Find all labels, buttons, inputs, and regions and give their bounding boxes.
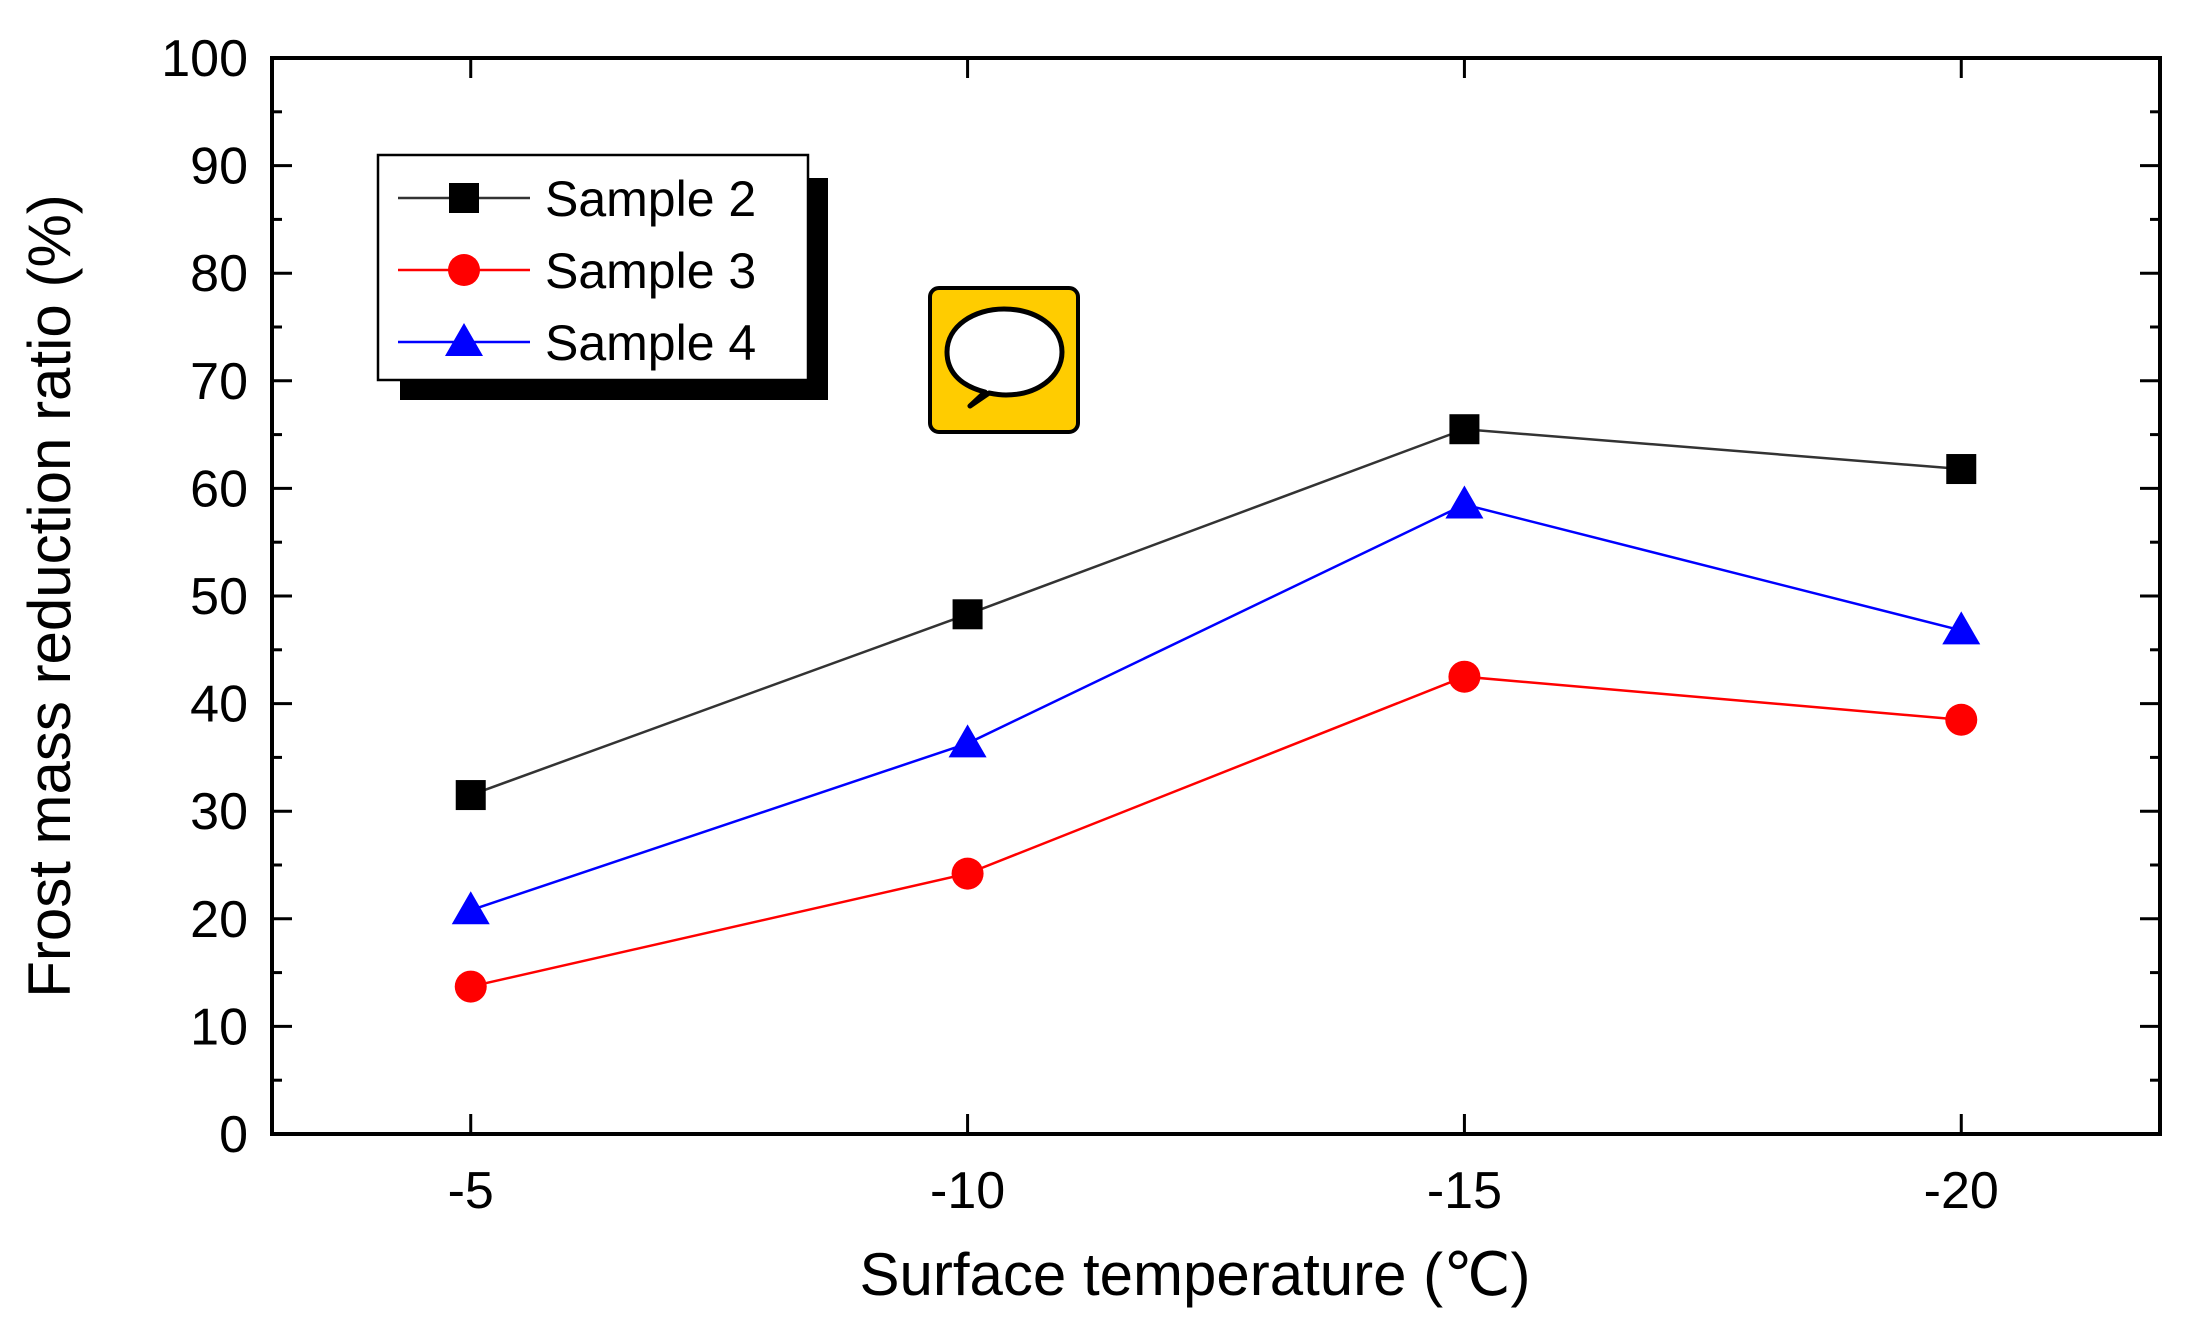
y-tick-label: 60: [190, 460, 248, 518]
y-tick-label: 90: [190, 138, 248, 196]
series-line-sample-3: [470, 675, 1962, 988]
x-tick-label: -10: [930, 1162, 1005, 1220]
data-point-sample-3: [1945, 703, 1978, 736]
data-point-sample-4: [451, 891, 490, 925]
y-axis-title: Frost mass reduction ratio (%): [16, 194, 83, 998]
data-point-sample-4: [1445, 485, 1484, 519]
y-tick-label: 20: [190, 891, 248, 949]
legend-label-sample-4: Sample 4: [545, 315, 756, 371]
legend-marker-sample-3: [448, 254, 480, 286]
series-line-sample-2: [470, 427, 1962, 797]
series-lines: [470, 427, 1962, 988]
data-point-sample-2: [952, 599, 983, 630]
data-point-sample-3: [454, 970, 487, 1003]
data-point-sample-4: [1942, 611, 1981, 645]
series-markers: [451, 414, 1981, 1003]
y-tick-label: 40: [190, 676, 248, 734]
legend: Sample 2 Sample 3 Sample 4: [376, 153, 828, 400]
x-axis-title: Surface temperature (℃): [860, 1241, 1531, 1308]
y-tick-label: 0: [219, 1106, 248, 1164]
y-axis: 0 10 20 30 40 50 60 70 80 90 100: [161, 30, 2160, 1164]
data-point-sample-3: [951, 857, 984, 890]
legend-label-sample-3: Sample 3: [545, 243, 756, 299]
data-point-sample-4: [948, 724, 987, 758]
y-tick-label: 80: [190, 245, 248, 303]
x-tick-label: -15: [1427, 1162, 1502, 1220]
legend-marker-sample-4: [445, 323, 483, 356]
series-line-sample-4: [470, 503, 1962, 912]
legend-marker-sample-2: [449, 183, 479, 213]
y-tick-label: 70: [190, 353, 248, 411]
x-tick-label: -20: [1924, 1162, 1999, 1220]
speech-bubble-icon[interactable]: [928, 286, 1080, 434]
data-point-sample-3: [1448, 660, 1481, 693]
x-tick-label: -5: [448, 1162, 494, 1220]
speech-bubble-shape: [944, 306, 1065, 409]
data-point-sample-2: [455, 780, 486, 811]
legend-items: Sample 2 Sample 3 Sample 4: [398, 171, 756, 371]
y-tick-label: 50: [190, 568, 248, 626]
x-axis: -5 -10 -15 -20: [448, 58, 1999, 1220]
y-tick-label: 30: [190, 783, 248, 841]
y-tick-label: 100: [161, 30, 248, 88]
y-tick-label: 10: [190, 998, 248, 1056]
data-point-sample-2: [1449, 414, 1480, 445]
legend-label-sample-2: Sample 2: [545, 171, 756, 227]
data-point-sample-2: [1946, 454, 1977, 485]
plot-area: 0 10 20 30 40 50 60 70 80 90 100 -5 -10 -15 -20: [161, 30, 2162, 1220]
